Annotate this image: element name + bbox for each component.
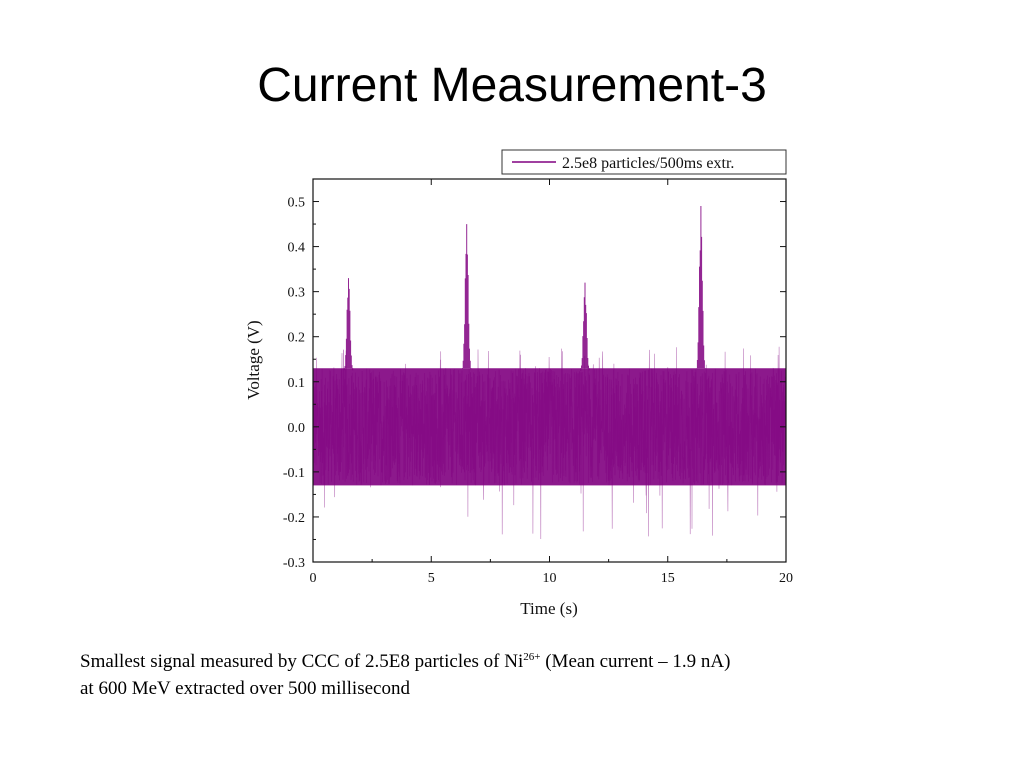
- charge-superscript: 26+: [523, 651, 541, 663]
- x-tick-label: 0: [310, 571, 317, 586]
- y-tick-label: 0.5: [288, 196, 306, 211]
- signal-line: [312, 346, 787, 540]
- x-tick-label: 10: [543, 571, 557, 586]
- peak-4: [696, 206, 706, 369]
- peak-3: [580, 282, 590, 371]
- y-tick-label: 0.2: [288, 331, 306, 346]
- slide-caption: Smallest signal measured by CCC of 2.5E8…: [80, 644, 980, 702]
- y-tick-label: 0.4: [288, 241, 306, 256]
- y-tick-label: 0.1: [288, 376, 306, 391]
- y-tick-label: 0.3: [288, 286, 306, 301]
- y-axis-label: Voltage (V): [244, 320, 263, 399]
- y-tick-label: -0.2: [283, 511, 305, 526]
- x-axis-label: Time (s): [520, 599, 577, 618]
- chart-legend: 2.5e8 particles/500ms extr.: [501, 149, 787, 175]
- peak-1: [343, 278, 354, 371]
- legend-entry: 2.5e8 particles/500ms extr.: [562, 155, 734, 172]
- x-tick-label: 5: [428, 571, 435, 586]
- caption-text-2: (Mean current – 1.9 nA): [540, 651, 731, 672]
- axis-ticks: 0 5 10 15 20 -0.3 -0.2 -0.1 0.0 0.1 0.2 0.3 0.4 0.5: [283, 179, 793, 586]
- caption-line-1: Smallest signal measured by CCC of 2.5E8…: [80, 644, 980, 675]
- y-tick-label: 0.0: [288, 421, 306, 436]
- slide-title: Current Measurement-3: [257, 59, 767, 112]
- x-tick-label: 20: [779, 571, 793, 586]
- caption-line-2: at 600 MeV extracted over 500 millisecon…: [80, 678, 410, 699]
- voltage-time-chart: 2.5e8 particles/500ms extr. 0 5 10 15 20 -0.3…: [244, 149, 793, 618]
- caption-text-1: Smallest signal measured by CCC of 2.5E8…: [80, 651, 524, 672]
- signal-trace: [312, 206, 787, 540]
- y-tick-label: -0.1: [283, 466, 305, 481]
- y-tick-label: -0.3: [283, 556, 305, 571]
- x-tick-label: 15: [661, 571, 675, 586]
- peak-2: [462, 224, 472, 370]
